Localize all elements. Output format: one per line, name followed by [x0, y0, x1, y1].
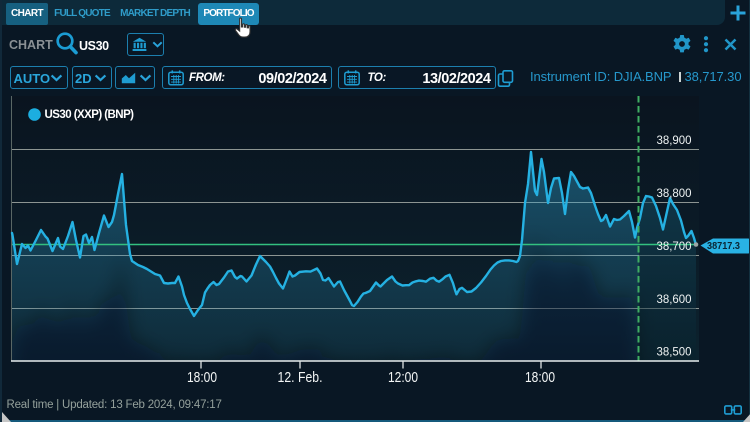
svg-text:38,800: 38,800: [657, 186, 692, 200]
svg-text:12:00: 12:00: [388, 369, 418, 386]
svg-text:18:00: 18:00: [525, 369, 555, 386]
svg-text:38,500: 38,500: [657, 345, 692, 359]
svg-text:38,600: 38,600: [657, 292, 692, 306]
svg-text:12. Feb.: 12. Feb.: [278, 369, 323, 386]
svg-text:38,700: 38,700: [657, 239, 692, 253]
svg-text:18:00: 18:00: [187, 369, 217, 386]
svg-text:38717.3: 38717.3: [707, 240, 740, 252]
svg-text:38,900: 38,900: [657, 133, 692, 147]
